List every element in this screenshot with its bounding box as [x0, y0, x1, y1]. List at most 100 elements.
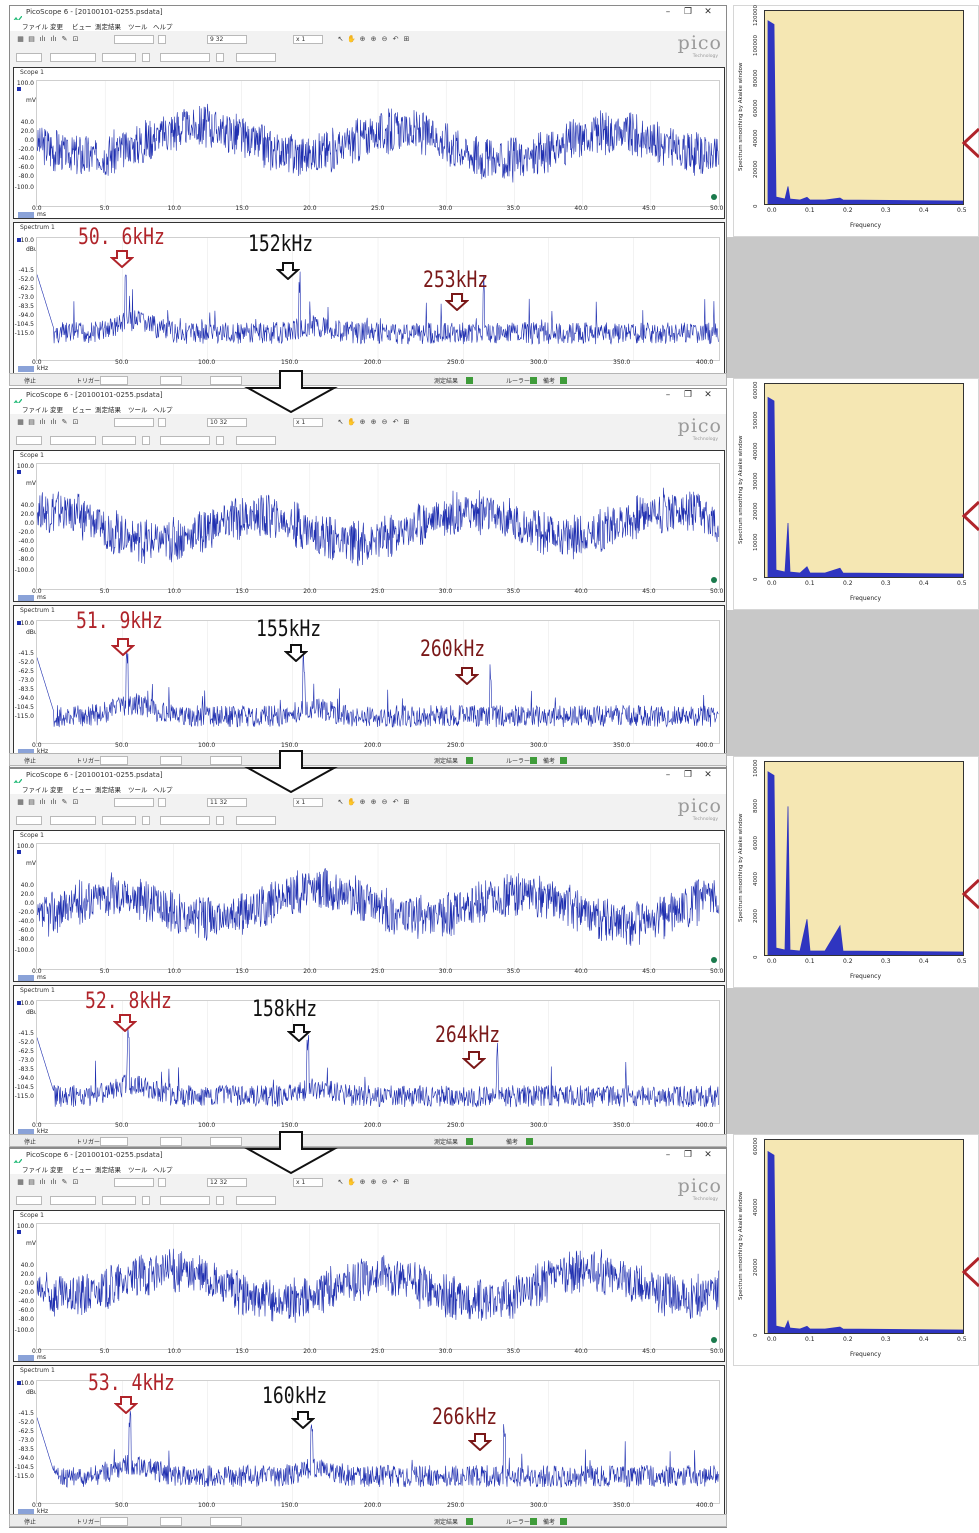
restore-button[interactable]: ❐	[683, 7, 693, 17]
toolbar-icon[interactable]: ⊡	[72, 418, 79, 426]
toolbar-icon[interactable]: ↖	[337, 418, 344, 426]
close-button[interactable]: ✕	[704, 390, 712, 400]
status-dropdown[interactable]	[210, 1517, 242, 1526]
zoom-field[interactable]: x 1	[293, 35, 323, 44]
stop-button[interactable]: 停止	[24, 378, 37, 385]
menu-item[interactable]: 測定結果	[95, 786, 121, 794]
toolbar-icon[interactable]: ⊕	[370, 798, 377, 806]
channel-dropdown[interactable]	[102, 1196, 136, 1205]
toolbar-icon[interactable]: ⊕	[359, 1178, 366, 1186]
toolbar-icon[interactable]: ⊞	[403, 798, 410, 806]
capture-index-field[interactable]: 10 32	[207, 418, 247, 427]
menu-item[interactable]: ヘルプ	[153, 1166, 173, 1174]
toolbar-icon[interactable]: ▦	[17, 1178, 24, 1186]
channel-dropdown[interactable]	[160, 53, 210, 62]
menu-item[interactable]: 測定結果	[95, 23, 121, 31]
results-icon[interactable]	[466, 377, 473, 384]
channel-dropdown[interactable]	[50, 1196, 96, 1205]
menu-item[interactable]: 測定結果	[95, 1166, 121, 1174]
menu-item[interactable]: ヘルプ	[153, 406, 173, 414]
toolbar-icon[interactable]: ⊖	[381, 35, 388, 43]
toolbar-dropdown[interactable]	[114, 418, 154, 427]
toolbar-icon[interactable]: ılı	[39, 35, 46, 43]
toolbar-icon[interactable]: ⊕	[359, 35, 366, 43]
channel-dropdown[interactable]	[216, 436, 224, 445]
menu-item[interactable]: ツール	[128, 1166, 148, 1174]
status-dropdown[interactable]	[100, 756, 128, 765]
toolbar-dropdown[interactable]	[114, 1178, 154, 1187]
results-button[interactable]: 測定結果	[434, 1519, 459, 1526]
toolbar-icon[interactable]: ✎	[61, 418, 68, 426]
toolbar-icon[interactable]: ⊖	[381, 418, 388, 426]
toolbar-dropdown[interactable]	[158, 798, 166, 807]
channel-dropdown[interactable]	[142, 436, 150, 445]
toolbar-icon[interactable]: ↶	[392, 35, 399, 43]
minimize-button[interactable]: –	[665, 770, 671, 780]
toolbar-icon[interactable]: ılı	[50, 35, 57, 43]
toolbar-icon[interactable]: ılı	[39, 418, 46, 426]
toolbar-icon[interactable]: ↶	[392, 1178, 399, 1186]
menu-item[interactable]: ビュー	[72, 23, 92, 31]
notes-icon[interactable]	[560, 1518, 567, 1525]
menu-item[interactable]: ヘルプ	[153, 786, 173, 794]
restore-button[interactable]: ❐	[683, 1150, 693, 1160]
channel-dropdown[interactable]	[160, 816, 210, 825]
menu-item[interactable]: ビュー	[72, 1166, 92, 1174]
menu-item[interactable]: ビュー	[72, 786, 92, 794]
toolbar-icon[interactable]: ↖	[337, 1178, 344, 1186]
notes-button[interactable]: 備考	[543, 758, 556, 765]
ruler-icon[interactable]	[530, 377, 537, 384]
restore-button[interactable]: ❐	[683, 770, 693, 780]
zoom-field[interactable]: x 1	[293, 418, 323, 427]
toolbar-icon[interactable]: ⊞	[403, 1178, 410, 1186]
ruler-icon[interactable]	[530, 1518, 537, 1525]
toolbar-icon[interactable]: ▦	[17, 798, 24, 806]
capture-index-field[interactable]: 12 32	[207, 1178, 247, 1187]
toolbar-icon[interactable]: ✎	[61, 35, 68, 43]
channel-dropdown[interactable]	[102, 816, 136, 825]
channel-dropdown[interactable]	[50, 816, 96, 825]
toolbar-icon[interactable]: ✎	[61, 1178, 68, 1186]
toolbar-icon[interactable]: ✋	[347, 1178, 356, 1186]
capture-index-field[interactable]: 9 32	[207, 35, 247, 44]
results-icon[interactable]	[466, 757, 473, 764]
menu-item[interactable]: ファイル	[22, 786, 48, 794]
toolbar-icon[interactable]: ılı	[39, 1178, 46, 1186]
notes-icon[interactable]	[526, 1138, 533, 1145]
toolbar-dropdown[interactable]	[114, 35, 154, 44]
status-dropdown[interactable]	[210, 376, 242, 385]
toolbar-icon[interactable]: ↶	[392, 798, 399, 806]
toolbar-icon[interactable]: ⊕	[370, 418, 377, 426]
status-dropdown[interactable]	[160, 376, 182, 385]
close-button[interactable]: ✕	[704, 1150, 712, 1160]
zoom-field[interactable]: x 1	[293, 1178, 323, 1187]
toolbar-icon[interactable]: ⊕	[370, 35, 377, 43]
channel-dropdown[interactable]	[16, 53, 42, 62]
toolbar-icon[interactable]: ↶	[392, 418, 399, 426]
menu-item[interactable]: ツール	[128, 23, 148, 31]
notes-icon[interactable]	[560, 377, 567, 384]
minimize-button[interactable]: –	[665, 7, 671, 17]
results-button[interactable]: 測定結果	[434, 378, 459, 385]
close-button[interactable]: ✕	[704, 770, 712, 780]
channel-dropdown[interactable]	[236, 436, 276, 445]
menu-item[interactable]: ファイル	[22, 1166, 48, 1174]
menu-item[interactable]: ビュー	[72, 406, 92, 414]
status-dropdown[interactable]	[100, 376, 128, 385]
ruler-button[interactable]: ルーラー	[506, 378, 531, 385]
status-dropdown[interactable]	[160, 1517, 182, 1526]
channel-dropdown[interactable]	[216, 53, 224, 62]
menu-item[interactable]: ツール	[128, 406, 148, 414]
stop-button[interactable]: 停止	[24, 1519, 37, 1526]
toolbar-icon[interactable]: ⊞	[403, 35, 410, 43]
channel-dropdown[interactable]	[236, 816, 276, 825]
status-dropdown[interactable]	[100, 1137, 128, 1146]
status-dropdown[interactable]	[160, 1137, 182, 1146]
status-dropdown[interactable]	[210, 756, 242, 765]
notes-button[interactable]: 備考	[543, 378, 556, 385]
toolbar-icon[interactable]: ▤	[28, 35, 35, 43]
toolbar-icon[interactable]: ▦	[17, 418, 24, 426]
toolbar-icon[interactable]: ▤	[28, 798, 35, 806]
toolbar-icon[interactable]: ⊡	[72, 35, 79, 43]
restore-button[interactable]: ❐	[683, 390, 693, 400]
